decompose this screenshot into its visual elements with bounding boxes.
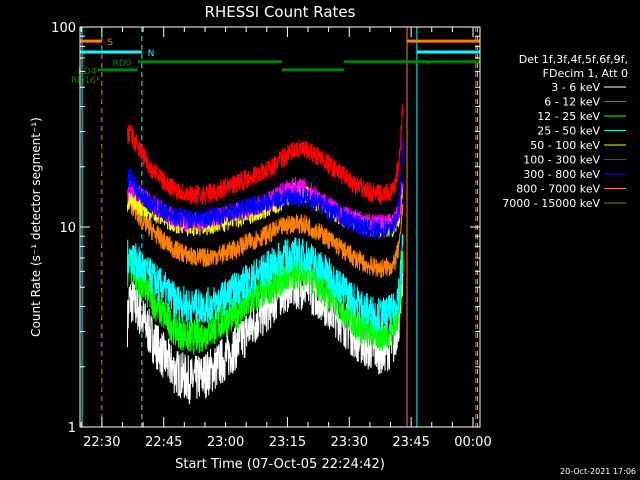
legend-label: 25 - 50 keV [537,125,600,138]
series-line-25-50-kev [126,234,404,333]
state-bar-label-rd0: RD0 [113,59,132,69]
legend-label: 12 - 25 keV [537,110,600,123]
series-line-12-25-kev [126,247,404,355]
legend-label: 300 - 800 keV [523,168,600,181]
x-tick-label: 23:45 [392,435,429,450]
x-tick-label: 23:15 [269,435,306,450]
series-line-3-6-kev [126,252,404,405]
legend-label: 800 - 7000 keV [516,183,600,196]
legend-header-line-2: FDecim 1, Att 0 [543,67,628,80]
legend-label: 50 - 100 keV [530,139,600,152]
y-tick-label: 10 [59,221,76,236]
legend-header-line-1: Det 1f,3f,4f,5f,6f,9f, [519,53,628,66]
x-tick-label: 23:30 [331,435,368,450]
series-line-800-7000-kev [126,193,404,278]
legend-label: 100 - 300 keV [523,154,600,167]
series-line-100-300-kev [126,104,404,206]
legend-label: 7000 - 15000 keV [502,197,600,210]
x-tick-label: 00:00 [454,435,491,450]
legend-label: 3 - 6 keV [551,81,600,94]
state-bar-label-s: S [107,38,113,48]
x-tick-label: 22:30 [83,435,120,450]
y-tick-label: 100 [51,21,76,36]
series-line-300-800-kev [126,137,404,241]
y-tick-label: 1 [68,421,76,436]
x-tick-label: 22:45 [145,435,182,450]
state-bar-label-rd4: RD4 [78,67,97,77]
legend-label: 6 - 12 keV [544,96,600,109]
state-bar-label-n: N [148,49,155,59]
x-axis-label: Start Time (07-Oct-05 22:24:42) [175,457,385,472]
axes: 1 10 100 22:30 22:45 23:00 23:15 23:30 23:45 00:0… [51,21,492,450]
footer-timestamp: 20-Oct-2021 17:06 [560,467,636,476]
y-axis-label: Count Rate (s⁻¹ detector segment⁻¹) [29,117,43,337]
state-bar-label-rd16: RD16 [71,76,96,86]
x-tick-label: 23:00 [207,435,244,450]
chart-title: RHESSI Count Rates [205,3,356,21]
